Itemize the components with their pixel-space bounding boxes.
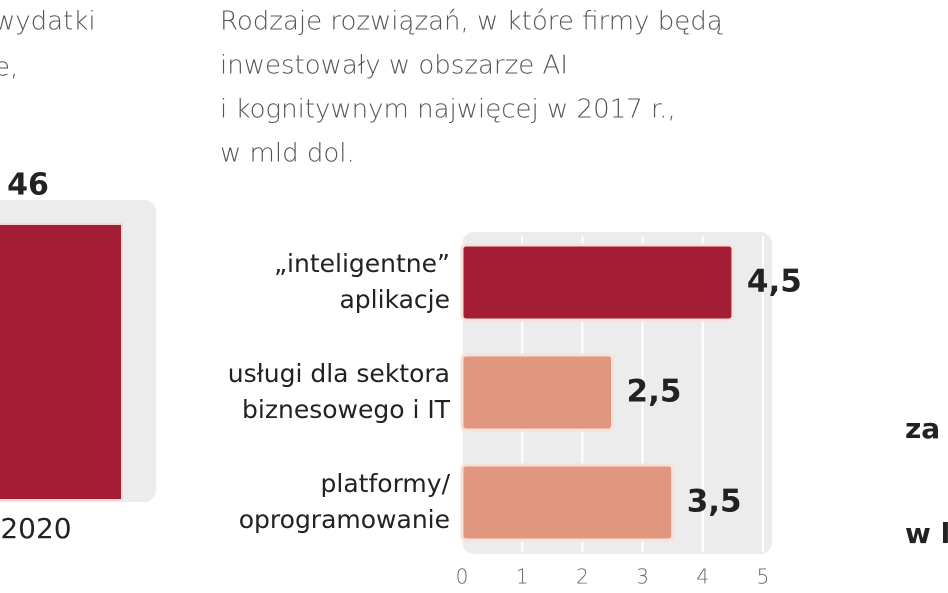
bar bbox=[460, 353, 614, 432]
x-tick-label: 0 bbox=[456, 565, 469, 589]
category-label: „inteligentne” bbox=[274, 249, 450, 278]
category-label: biznesowego i IT bbox=[242, 395, 451, 424]
title-line: w mld dol. bbox=[220, 139, 355, 169]
x-tick-label: 1 bbox=[516, 565, 529, 589]
cut-off-text: w l bbox=[905, 517, 948, 550]
value-label: 46 bbox=[7, 168, 49, 203]
value-label: 2,5 bbox=[627, 374, 682, 410]
bar bbox=[460, 463, 675, 542]
category-label: platformy/ bbox=[321, 469, 451, 498]
title-line: Rodzaje rozwiązań, w które firmy będą bbox=[220, 7, 723, 37]
x-tick-label: 4 bbox=[696, 565, 709, 589]
x-tick-label: 3 bbox=[636, 565, 649, 589]
bar bbox=[0, 223, 123, 501]
title-line: inwestowały w obszarze AI bbox=[220, 51, 568, 81]
category-label: usługi dla sektora bbox=[228, 359, 450, 388]
bar bbox=[460, 243, 735, 322]
x-tick-label: 2020 bbox=[0, 512, 71, 545]
title-line: i kognitywnym najwięcej w 2017 r., bbox=[220, 95, 676, 125]
value-label: 3,5 bbox=[687, 484, 742, 520]
value-label: 4,5 bbox=[747, 264, 802, 300]
cut-off-text: za bbox=[905, 412, 940, 445]
title-line: wydatki bbox=[0, 7, 96, 37]
title-line: e, bbox=[0, 53, 18, 83]
category-label: aplikacje bbox=[339, 285, 450, 314]
x-tick-label: 5 bbox=[757, 565, 770, 589]
category-label: oprogramowanie bbox=[239, 505, 450, 534]
x-tick-label: 2 bbox=[576, 565, 589, 589]
